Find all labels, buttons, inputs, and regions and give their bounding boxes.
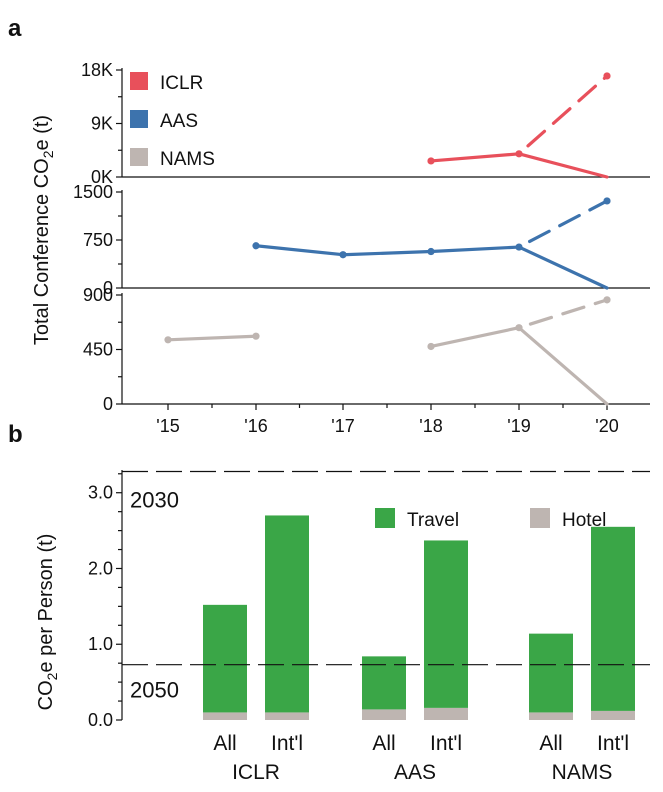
y-tick-label: 0K (91, 167, 113, 187)
bar-hotel-aas-intl (424, 707, 468, 720)
y-tick-label: 450 (83, 340, 113, 360)
bar-hotel-nams-all (529, 712, 573, 720)
category-label: All (372, 732, 395, 755)
bar-hotel-iclr-intl (265, 712, 309, 720)
panel-a-label: a (8, 15, 22, 42)
aas-projection-point (603, 197, 611, 205)
nams-point (252, 332, 260, 340)
iclr-projection-point (603, 72, 611, 80)
x-tick-label: '18 (419, 416, 442, 436)
legend-swatch-nams (130, 148, 148, 166)
legend-swatch-hotel (530, 508, 550, 528)
reference-label-2030: 2030 (130, 488, 179, 513)
y-tick-label: 9K (91, 114, 113, 134)
panel-b-label: b (8, 421, 23, 448)
aas-projection-line (517, 199, 609, 249)
bar-travel-iclr-intl (265, 515, 309, 713)
x-tick-label: '19 (507, 416, 530, 436)
nams-line (166, 334, 258, 342)
legend-swatch-iclr (130, 72, 148, 90)
iclr-point (515, 150, 523, 158)
nams-projection-point (603, 296, 611, 304)
x-tick-label: '16 (244, 416, 267, 436)
group-label: NAMS (552, 761, 613, 784)
legend-swatch-travel (375, 508, 395, 528)
nams-point (427, 342, 435, 351)
panel-a: '15 '16 '17 '18 '19 '20 0K 9K 18K 0 750 1500 0 450 900… (73, 60, 650, 436)
bar-travel-aas-intl (424, 540, 468, 708)
legend-label-travel: Travel (407, 510, 459, 531)
y-tick-label: 2.0 (88, 558, 113, 578)
legend-label-nams: NAMS (160, 149, 215, 170)
nams-projection-line (517, 298, 609, 330)
y-tick-label: 18K (81, 60, 113, 80)
y-tick-label: 3.0 (88, 483, 113, 503)
category-label: Int'l (430, 732, 462, 755)
bar-travel-nams-all (529, 633, 573, 713)
legend-swatch-aas (130, 110, 148, 128)
group-label: AAS (394, 761, 436, 784)
nams-line (429, 326, 609, 406)
y-tick-label: 900 (83, 285, 113, 305)
bar-travel-iclr-all (203, 604, 247, 713)
legend-label-hotel: Hotel (562, 510, 606, 531)
bar-hotel-nams-intl (591, 710, 635, 720)
nams-point (164, 336, 172, 344)
y-tick-label: 1.0 (88, 634, 113, 654)
legend-label-iclr: ICLR (160, 73, 203, 94)
y-tick-label: 750 (83, 230, 113, 250)
panel-b-ylabel: CO2e per Person (t) (35, 534, 60, 711)
y-tick-label: 0.0 (88, 710, 113, 730)
bar-hotel-aas-all (362, 709, 406, 720)
category-label: All (213, 732, 236, 755)
category-label: Int'l (597, 732, 629, 755)
y-tick-label: 1500 (73, 182, 113, 202)
reference-label-2050: 2050 (130, 678, 179, 703)
aas-point (515, 243, 523, 251)
legend-label-aas: AAS (160, 111, 198, 132)
category-label: Int'l (271, 732, 303, 755)
panel-b: 0.0 1.0 2.0 3.0 All Int'l ICLR All Int'l AAS All In… (88, 470, 650, 784)
x-tick-label: '17 (331, 416, 354, 436)
y-tick-label: 0 (103, 394, 113, 414)
iclr-projection-line (517, 74, 609, 156)
aas-point (339, 251, 347, 259)
bar-hotel-iclr-all (203, 712, 247, 720)
nams-point (515, 324, 523, 332)
x-tick-label: '15 (156, 416, 179, 436)
group-label: ICLR (232, 761, 280, 784)
bar-travel-nams-intl (591, 526, 635, 711)
aas-point (427, 247, 435, 256)
aas-point (252, 242, 260, 250)
y-tick-label: 0 (103, 278, 113, 298)
x-tick-label: '20 (595, 416, 618, 436)
category-label: All (539, 732, 562, 755)
panel-a-ylabel: Total Conference CO2e (t) (31, 115, 56, 345)
iclr-point (427, 157, 435, 165)
